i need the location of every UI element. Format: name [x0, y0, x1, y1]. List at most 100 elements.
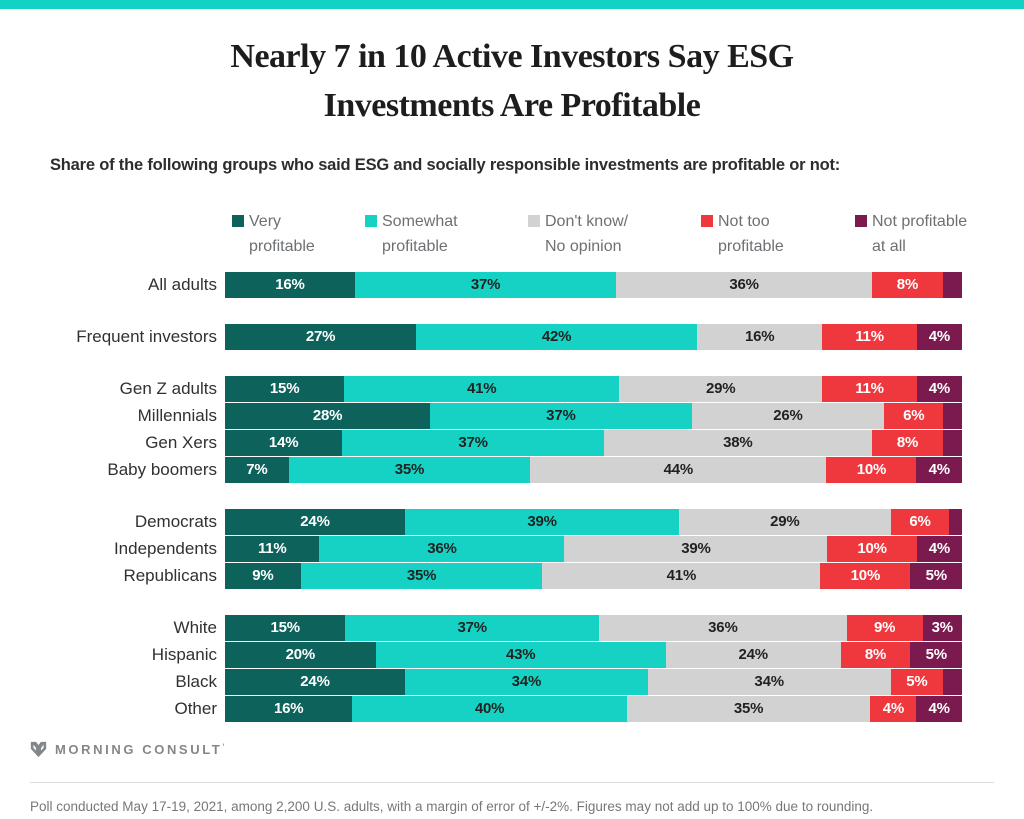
morning-consult-logo-icon	[30, 741, 47, 757]
bar-segment: 37%	[354, 271, 617, 298]
category-label: Independents	[113, 538, 217, 558]
bar-segment: 24%	[225, 508, 406, 535]
chart-row: Gen Z adults 15% 41% 29% 11% 4%	[32, 375, 962, 402]
legend-swatch	[365, 214, 377, 227]
segment-value-label: 35%	[394, 461, 425, 479]
segment-value-label: 3%	[931, 619, 953, 637]
segment-value-label: 4%	[928, 540, 951, 558]
stacked-bar: 15% 41% 29% 11% 4%	[225, 375, 962, 402]
segment-value-label: 10%	[850, 567, 881, 585]
bar-segment: 5%	[890, 668, 944, 695]
segment-value-label: 36%	[729, 276, 759, 294]
bar-segment: 36%	[599, 614, 847, 641]
category-label: Democrats	[134, 511, 217, 531]
chart-row: White 15% 37% 36% 9% 3%	[32, 614, 962, 641]
bar-segment: 8%	[871, 271, 944, 298]
segment-value-label: 35%	[406, 567, 437, 585]
category-label: Republicans	[123, 565, 217, 585]
segment-value-label: 11%	[257, 540, 287, 558]
bar-segment: 16%	[225, 271, 355, 298]
category-label: Baby boomers	[107, 459, 217, 479]
segment-value-label: 16%	[744, 328, 775, 346]
segment-value-label: 27%	[305, 328, 336, 346]
segment-value-label: 39%	[527, 513, 557, 531]
chart: All adults 16% 37% 36% 8% Frequent investors 2…	[32, 271, 963, 722]
segment-value-label: 44%	[663, 461, 694, 479]
bar-segment: 4%	[916, 375, 962, 402]
segment-value-label: 36%	[427, 540, 457, 558]
segment-value-label: 7%	[246, 461, 268, 479]
segment-value-label: 34%	[511, 673, 542, 691]
chart-group: Frequent investors 27% 42% 16% 11% 4%	[32, 323, 963, 350]
segment-value-label: 6%	[903, 407, 925, 425]
segment-value-label: 41%	[467, 380, 497, 398]
category-label: Black	[175, 671, 217, 691]
segment-value-label: 10%	[856, 461, 887, 479]
legend-swatch	[528, 214, 540, 227]
bar-segment	[949, 508, 962, 535]
bar-segment: 11%	[822, 323, 917, 350]
legend-item: Not too profitable	[701, 209, 855, 259]
page-title: Nearly 7 in 10 Active Investors Say ESG …	[230, 38, 794, 125]
category-label: Frequent investors	[76, 326, 217, 346]
segment-value-label: 26%	[773, 407, 803, 425]
segment-value-label: 4%	[928, 461, 950, 479]
segment-value-label: 16%	[275, 276, 305, 294]
bar-segment: 15%	[225, 375, 345, 402]
bar-segment: 28%	[225, 402, 431, 429]
segment-value-label: 5%	[906, 673, 928, 691]
bar-segment	[943, 668, 962, 695]
bar-segment	[943, 402, 962, 429]
segment-value-label: 15%	[270, 619, 300, 637]
bar-segment: 39%	[405, 508, 680, 535]
legend-item: Not profitable at all	[855, 209, 967, 259]
bar-segment: 42%	[416, 323, 698, 350]
bar-segment: 15%	[225, 614, 346, 641]
stacked-bar: 27% 42% 16% 11% 4%	[225, 323, 963, 350]
segment-value-label: 4%	[928, 328, 951, 346]
legend-label: Not too profitable	[718, 212, 784, 255]
logo-text: MORNING CONSULT'	[55, 741, 228, 757]
bar-segment: 37%	[342, 429, 604, 456]
legend-swatch	[701, 214, 713, 227]
bar-segment: 41%	[542, 562, 821, 589]
bar-segment: 29%	[619, 375, 823, 402]
bar-segment: 29%	[679, 508, 891, 535]
chart-group: White 15% 37% 36% 9% 3% Hispanic 20% 43% 24% 8% 5% B…	[32, 614, 962, 722]
segment-value-label: 29%	[706, 380, 736, 398]
logo: MORNING CONSULT'	[30, 741, 1024, 758]
bar-segment: 27%	[225, 323, 417, 350]
segment-value-label: 9%	[252, 567, 274, 585]
category-label: Gen Xers	[145, 432, 217, 452]
top-accent-bar	[0, 0, 1024, 9]
bar-segment: 40%	[352, 695, 627, 722]
chart-row: Frequent investors 27% 42% 16% 11% 4%	[32, 323, 963, 350]
legend-label: Somewhat profitable	[382, 212, 458, 255]
bar-segment: 6%	[884, 402, 944, 429]
category-label: All adults	[148, 274, 217, 294]
segment-value-label: 37%	[457, 619, 487, 637]
chart-subtitle: Share of the following groups who said E…	[50, 155, 841, 174]
chart-row: All adults 16% 37% 36% 8%	[32, 271, 962, 298]
segment-value-label: 8%	[896, 276, 919, 294]
footer-note: Poll conducted May 17-19, 2021, among 2,…	[30, 798, 874, 814]
segment-value-label: 29%	[770, 513, 800, 531]
bar-segment: 10%	[820, 562, 911, 589]
bar-segment: 8%	[871, 429, 944, 456]
bar-segment: 5%	[910, 562, 962, 589]
segment-value-label: 37%	[546, 407, 576, 425]
segment-value-label: 4%	[882, 700, 904, 718]
bar-segment: 14%	[225, 429, 343, 456]
segment-value-label: 43%	[505, 646, 536, 664]
stacked-bar: 7% 35% 44% 10% 4%	[225, 456, 962, 483]
stacked-bar: 11% 36% 39% 10% 4%	[225, 535, 962, 562]
chart-row: Hispanic 20% 43% 24% 8% 5%	[32, 641, 962, 668]
bar-segment: 43%	[375, 641, 666, 668]
bar-segment: 16%	[225, 695, 353, 722]
bar-segment	[943, 271, 962, 298]
legend-swatch	[232, 214, 244, 227]
category-label: Hispanic	[151, 644, 217, 664]
segment-value-label: 39%	[681, 540, 711, 558]
segment-value-label: 28%	[312, 407, 343, 425]
legend-item: Somewhat profitable	[365, 209, 528, 259]
